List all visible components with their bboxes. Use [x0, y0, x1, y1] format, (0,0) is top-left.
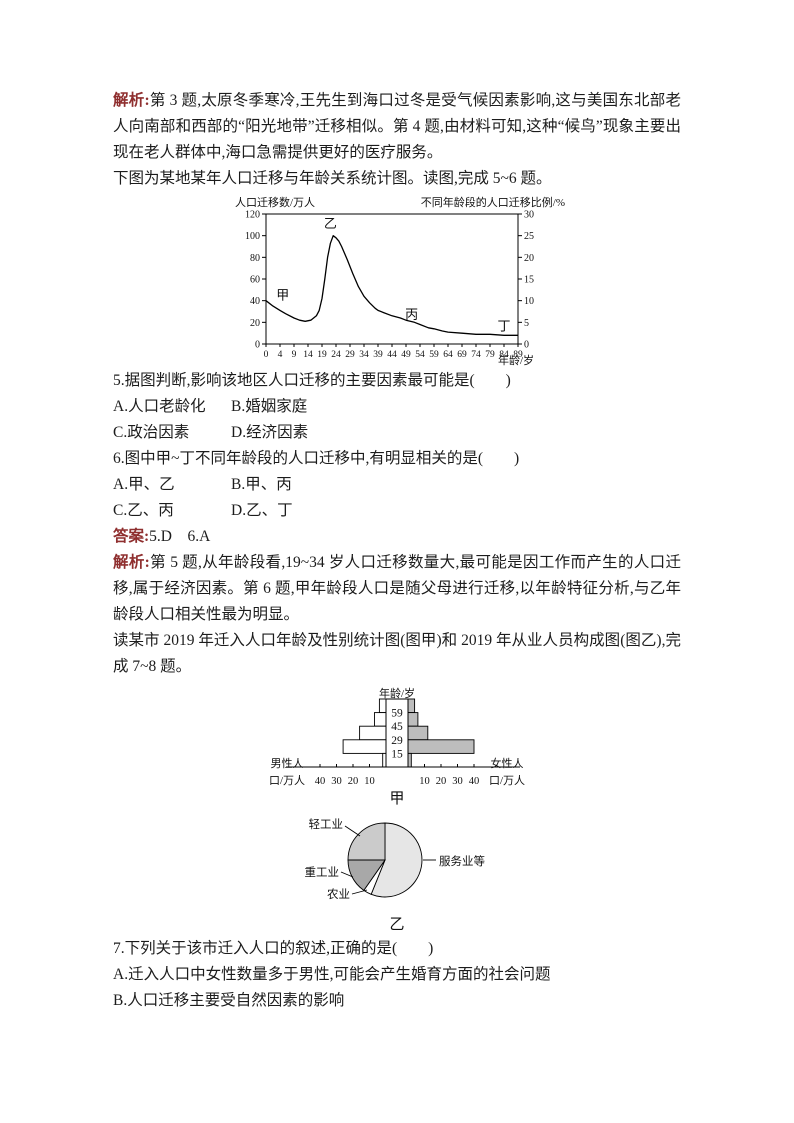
- q5-option-a: A.人口老龄化: [113, 398, 206, 415]
- analysis-paragraph-1: 解析:第 3 题,太原冬季寒冷,王先生到海口过冬是受气候因素影响,这与美国东北部…: [113, 88, 681, 166]
- question-5-options-row-1: A.人口老龄化 B.婚姻家庭: [113, 394, 681, 420]
- svg-text:54: 54: [415, 350, 425, 360]
- question-7-stem: 7.下列关于该市迁入人口的叙述,正确的是( ): [113, 940, 434, 957]
- intro-pyramid-pie: 读某市 2019 年迁入人口年龄及性别统计图(图甲)和 2019 年从业人员构成…: [113, 632, 681, 675]
- svg-text:年龄/岁: 年龄/岁: [379, 686, 415, 700]
- q7-option-b: B.人口迁移主要受自然因素的影响: [113, 992, 345, 1009]
- svg-text:重工业: 重工业: [305, 865, 340, 879]
- svg-text:服务业等: 服务业等: [439, 854, 485, 868]
- svg-text:10: 10: [524, 296, 534, 307]
- svg-text:0: 0: [524, 340, 529, 351]
- q6-option-b: B.甲、丙: [231, 476, 292, 493]
- svg-text:40: 40: [315, 776, 326, 787]
- q5-option-d: D.经济因素: [231, 424, 309, 441]
- svg-text:40: 40: [469, 776, 480, 787]
- svg-text:轻工业: 轻工业: [309, 817, 344, 831]
- svg-text:120: 120: [245, 210, 260, 221]
- svg-text:44: 44: [387, 350, 397, 360]
- answer-line: 答案:5.D 6.A: [113, 524, 681, 550]
- q6-option-a: A.甲、乙: [113, 476, 175, 493]
- svg-text:60: 60: [250, 275, 260, 286]
- svg-text:24: 24: [331, 350, 341, 360]
- svg-text:80: 80: [250, 253, 260, 264]
- svg-text:34: 34: [359, 350, 369, 360]
- intro-line-chart: 下图为某地某年人口迁移与年龄关系统计图。读图,完成 5~6 题。: [113, 170, 552, 187]
- svg-text:29: 29: [391, 735, 403, 747]
- svg-text:25: 25: [524, 231, 534, 242]
- svg-text:乙: 乙: [324, 216, 337, 231]
- svg-text:29: 29: [345, 350, 355, 360]
- figure-population-pyramid: 59 45 29 15 10 10 20 20 30 30 40 40 年龄/岁男性人口/万人 女性人口/…: [260, 686, 681, 808]
- analysis-2-keyword: 解析:: [113, 554, 150, 571]
- svg-text:49: 49: [401, 350, 411, 360]
- svg-text:84: 84: [499, 350, 509, 360]
- svg-text:0: 0: [264, 350, 269, 360]
- svg-text:10: 10: [419, 776, 430, 787]
- svg-text:丙: 丙: [405, 307, 418, 322]
- figure-line-chart: 0 20 40 60 80 100 120 0 5 10 15 20 25 30 0 4 9 14 19 24 29 34…: [233, 196, 681, 368]
- svg-text:女性人: 女性人: [491, 756, 524, 770]
- question-6-options-row-1: A.甲、乙 B.甲、丙: [113, 472, 681, 498]
- svg-text:20: 20: [250, 318, 260, 329]
- svg-text:59: 59: [429, 350, 439, 360]
- svg-text:100: 100: [245, 231, 260, 242]
- svg-text:丁: 丁: [497, 319, 510, 334]
- svg-text:20: 20: [436, 776, 447, 787]
- svg-text:人口迁移数/万人: 人口迁移数/万人: [235, 196, 315, 209]
- svg-text:口/万人: 口/万人: [489, 774, 525, 787]
- question-6-stem: 6.图中甲~丁不同年龄段的人口迁移中,有明显相关的是( ): [113, 450, 520, 467]
- analysis-1-keyword: 解析:: [113, 92, 150, 109]
- svg-text:15: 15: [524, 275, 534, 286]
- svg-text:69: 69: [457, 350, 467, 360]
- svg-text:19: 19: [317, 350, 327, 360]
- svg-text:农业: 农业: [327, 887, 350, 901]
- svg-text:20: 20: [348, 776, 359, 787]
- svg-text:59: 59: [391, 708, 403, 720]
- analysis-1-text: 第 3 题,太原冬季寒冷,王先生到海口过冬是受气候因素影响,这与美国东北部老人向…: [113, 92, 681, 161]
- question-6-options-row-2: C.乙、丙 D.乙、丁: [113, 498, 681, 524]
- svg-text:40: 40: [250, 296, 260, 307]
- q5-option-c: C.政治因素: [113, 424, 190, 441]
- svg-text:45: 45: [391, 721, 403, 733]
- svg-text:30: 30: [452, 776, 463, 787]
- svg-text:乙: 乙: [389, 917, 404, 933]
- svg-text:15: 15: [391, 748, 403, 760]
- svg-text:74: 74: [471, 350, 481, 360]
- svg-text:甲: 甲: [389, 791, 404, 807]
- svg-text:79: 79: [485, 350, 495, 360]
- svg-text:年龄/岁: 年龄/岁: [498, 353, 534, 367]
- svg-text:30: 30: [524, 210, 534, 221]
- svg-text:9: 9: [292, 350, 297, 360]
- analysis-2-text: 第 5 题,从年龄段看,19~34 岁人口迁移数量大,最可能是因工作而产生的人口…: [113, 554, 681, 623]
- svg-text:20: 20: [524, 253, 534, 264]
- q5-option-b: B.婚姻家庭: [231, 398, 308, 415]
- q6-option-d: D.乙、丁: [231, 502, 293, 519]
- page-content: 解析:第 3 题,太原冬季寒冷,王先生到海口过冬是受气候因素影响,这与美国东北部…: [113, 88, 681, 1014]
- question-5-options-row-2: C.政治因素 D.经济因素: [113, 420, 681, 446]
- question-5-stem: 5.据图判断,影响该地区人口迁移的主要因素最可能是( ): [113, 372, 511, 389]
- svg-text:89: 89: [513, 350, 523, 360]
- svg-text:14: 14: [303, 350, 313, 360]
- svg-text:男性人: 男性人: [271, 756, 304, 770]
- svg-text:39: 39: [373, 350, 383, 360]
- svg-text:5: 5: [524, 318, 529, 329]
- svg-text:甲: 甲: [276, 287, 289, 302]
- figure-industry-pie: 服务业等农业 重工业 轻工业乙: [300, 814, 681, 936]
- svg-text:30: 30: [331, 776, 342, 787]
- q7-option-a: A.迁入人口中女性数量多于男性,可能会产生婚育方面的社会问题: [113, 966, 551, 983]
- answer-text: 5.D 6.A: [149, 528, 211, 545]
- analysis-paragraph-2: 解析:第 5 题,从年龄段看,19~34 岁人口迁移数量大,最可能是因工作而产生…: [113, 550, 681, 628]
- svg-text:64: 64: [443, 350, 453, 360]
- svg-text:10: 10: [364, 776, 375, 787]
- svg-text:0: 0: [255, 340, 260, 351]
- svg-text:口/万人: 口/万人: [269, 774, 305, 787]
- q6-option-c: C.乙、丙: [113, 502, 174, 519]
- svg-text:4: 4: [278, 350, 283, 360]
- svg-text:不同年龄段的人口迁移比例/%: 不同年龄段的人口迁移比例/%: [421, 196, 565, 209]
- answer-keyword: 答案:: [113, 528, 150, 545]
